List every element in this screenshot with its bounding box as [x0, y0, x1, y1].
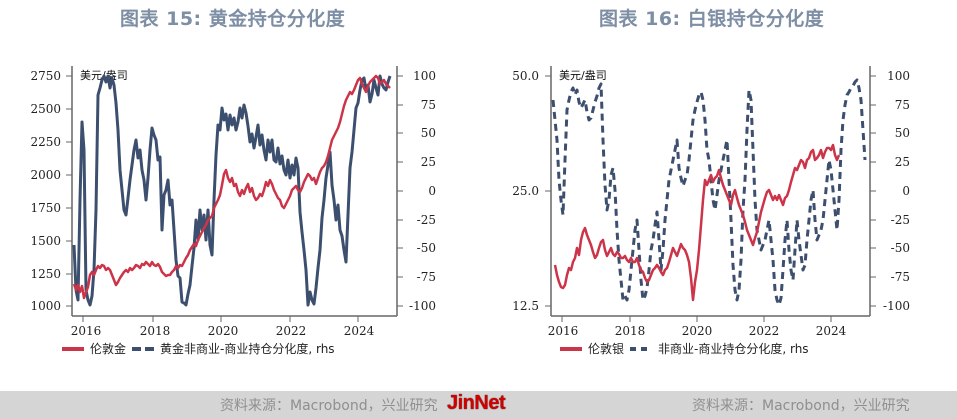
svg-text:2500: 2500 — [30, 102, 61, 116]
svg-text:-100: -100 — [409, 299, 436, 313]
gold-positioning-swatch — [132, 346, 155, 351]
svg-text:75: 75 — [421, 98, 436, 112]
svg-text:-75: -75 — [417, 270, 436, 284]
svg-text:75: 75 — [895, 98, 910, 112]
silver-price-swatch — [560, 346, 582, 351]
gold-left-axis: 2750 2500 2250 2000 1750 1500 1250 1000 — [30, 69, 72, 313]
svg-text:1500: 1500 — [30, 234, 61, 248]
svg-text:2000: 2000 — [30, 168, 61, 182]
watermark-logo: JinNet — [447, 392, 506, 414]
svg-text:0: 0 — [428, 184, 436, 198]
gold-price-swatch — [62, 346, 84, 351]
gold-chart: 2750 2500 2250 2000 1750 1500 1250 1000 … — [30, 66, 436, 338]
svg-text:2016: 2016 — [548, 324, 579, 338]
gold-right-axis: 100 75 50 25 0 -25 -50 -75 -100 — [397, 69, 436, 313]
svg-text:25: 25 — [895, 155, 910, 169]
svg-text:2022: 2022 — [276, 324, 307, 338]
svg-text:0: 0 — [902, 184, 910, 198]
silver-legend-series1: 伦敦银 — [588, 342, 625, 356]
svg-text:-100: -100 — [883, 299, 910, 313]
svg-text:-50: -50 — [417, 241, 436, 255]
svg-text:2020: 2020 — [682, 324, 713, 338]
charts-canvas: 2750 2500 2250 2000 1750 1500 1250 1000 … — [30, 66, 910, 338]
svg-text:-75: -75 — [891, 270, 910, 284]
silver-legend-series2: 非商业-商业持仓分化度, rhs — [658, 342, 809, 356]
svg-text:1250: 1250 — [30, 267, 61, 281]
svg-text:50: 50 — [421, 126, 436, 140]
svg-text:-25: -25 — [417, 213, 436, 227]
silver-chart: 50.0 25.0 12.5 100 75 50 25 0 -25 -50 -7… — [512, 66, 910, 338]
source-left: 资料来源：Macrobond，兴业研究 — [220, 398, 438, 414]
svg-text:-25: -25 — [891, 213, 910, 227]
svg-text:50.0: 50.0 — [512, 69, 539, 83]
gold-x-axis: 2016 2018 2020 2022 2024 — [71, 316, 375, 338]
svg-text:25: 25 — [421, 155, 436, 169]
silver-price-line — [553, 143, 841, 302]
source-footer: 资料来源：Macrobond，兴业研究 JinNet 资料来源：Macrobon… — [0, 391, 957, 419]
gold-legend-series2: 黄金非商业-商业持仓分化度, rhs — [160, 342, 335, 356]
svg-text:100: 100 — [887, 69, 910, 83]
gold-positioning-line — [72, 74, 392, 307]
gold-price-line — [72, 74, 391, 300]
silver-left-axis: 50.0 25.0 12.5 — [512, 69, 551, 313]
svg-text:100: 100 — [413, 69, 436, 83]
svg-text:2750: 2750 — [30, 69, 61, 83]
svg-text:2018: 2018 — [140, 324, 171, 338]
svg-text:2016: 2016 — [71, 324, 102, 338]
silver-unit-label: 美元/盎司 — [559, 68, 607, 82]
svg-text:1750: 1750 — [30, 201, 61, 215]
svg-text:2250: 2250 — [30, 135, 61, 149]
silver-right-axis: 100 75 50 25 0 -25 -50 -75 -100 — [870, 69, 910, 313]
svg-text:12.5: 12.5 — [512, 299, 539, 313]
svg-text:2018: 2018 — [615, 324, 646, 338]
svg-text:2024: 2024 — [344, 324, 375, 338]
svg-text:25.0: 25.0 — [512, 184, 539, 198]
svg-text:2020: 2020 — [208, 324, 239, 338]
svg-text:50: 50 — [895, 126, 910, 140]
svg-text:-50: -50 — [891, 241, 910, 255]
silver-x-axis: 2016 2018 2020 2022 2024 — [548, 316, 847, 338]
silver-legend: 伦敦银 非商业-商业持仓分化度, rhs — [560, 340, 809, 357]
source-right: 资料来源：Macrobond，兴业研究 — [692, 398, 910, 414]
chart-title-silver: 图表 16: 白银持仓分化度 — [599, 8, 825, 30]
silver-positioning-line — [551, 78, 867, 307]
svg-text:1000: 1000 — [30, 299, 61, 313]
svg-text:2022: 2022 — [749, 324, 780, 338]
gold-legend-series1: 伦敦金 — [90, 342, 127, 356]
chart-title-gold: 图表 15: 黄金持仓分化度 — [120, 8, 346, 30]
silver-positioning-swatch — [630, 346, 653, 351]
gold-legend: 伦敦金 黄金非商业-商业持仓分化度, rhs — [62, 340, 335, 357]
svg-text:2024: 2024 — [816, 324, 847, 338]
